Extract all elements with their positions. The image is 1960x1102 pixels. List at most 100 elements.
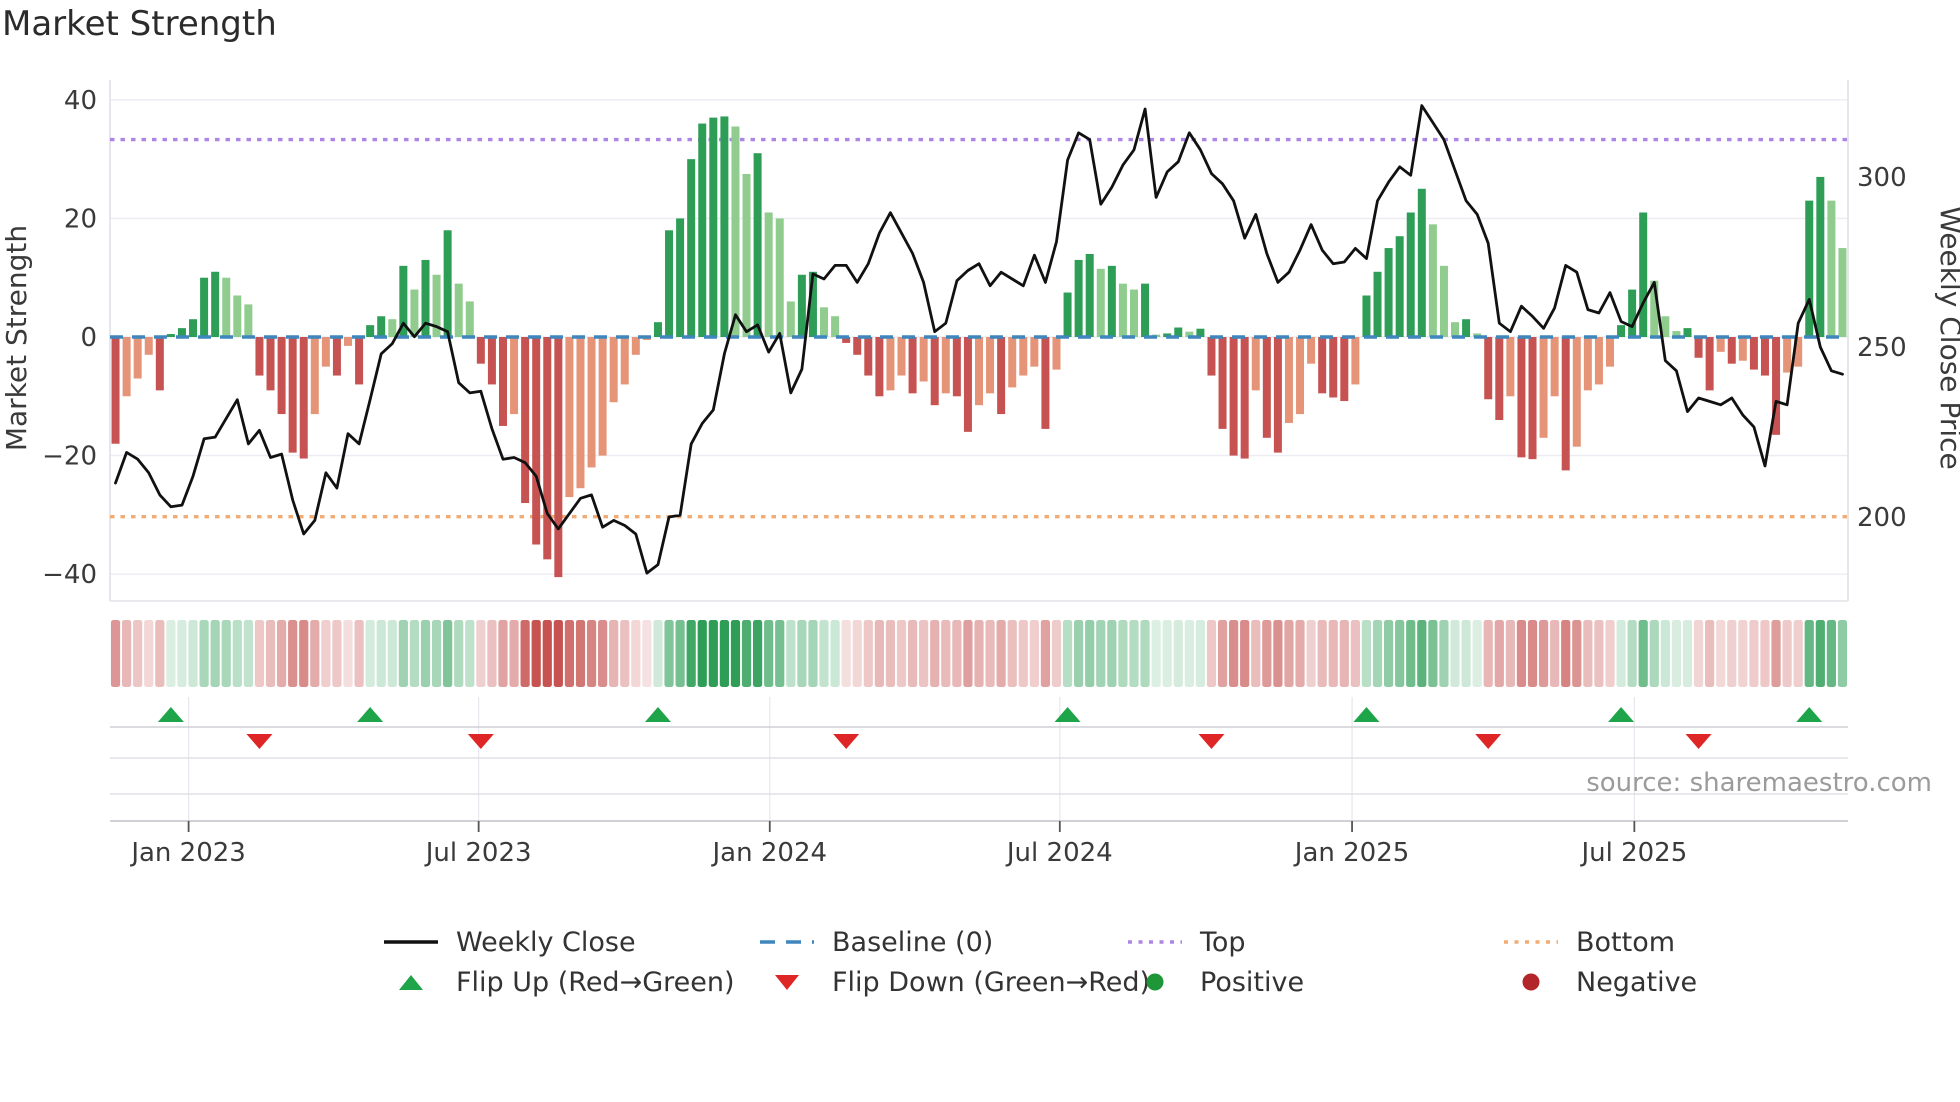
strength-bar <box>1439 265 1448 337</box>
heatmap-cell <box>631 620 641 687</box>
heatmap-cell <box>177 620 187 687</box>
strength-bar <box>1816 176 1825 337</box>
heatmap-cell <box>1461 620 1471 687</box>
heatmap-cell <box>542 620 552 687</box>
strength-bar <box>355 337 364 385</box>
heatmap-cell <box>686 620 696 687</box>
flip-up-marker <box>1054 707 1081 722</box>
strength-bar <box>1749 337 1758 370</box>
strength-bar <box>122 337 131 397</box>
heatmap-cell <box>1649 620 1659 687</box>
heatmap-cell <box>343 620 353 687</box>
strength-bar <box>875 337 884 397</box>
flip-down-triangle-icon <box>760 973 814 991</box>
heatmap-cell <box>1206 620 1217 687</box>
flip-down-marker <box>246 734 273 749</box>
strength-bar <box>476 337 485 364</box>
strength-bar <box>255 337 264 376</box>
strength-bar <box>1550 337 1559 397</box>
heatmap-cell <box>531 620 541 687</box>
strength-bar <box>609 337 618 403</box>
strength-bar <box>820 307 829 337</box>
heatmap-cell <box>1372 620 1383 687</box>
heatmap-cell <box>1350 620 1360 687</box>
heatmap-cell <box>420 620 431 687</box>
strength-bar <box>1794 337 1803 367</box>
strength-bar <box>487 337 496 385</box>
heatmap-cell <box>1439 620 1449 687</box>
heatmap-cell <box>376 620 386 687</box>
strength-bar <box>410 289 419 337</box>
heatmap-cell <box>122 620 132 687</box>
heatmap-cell <box>1594 620 1604 687</box>
strength-bar <box>1661 316 1670 337</box>
strength-bar <box>200 277 209 337</box>
strength-bar <box>1805 200 1814 337</box>
heatmap-cell <box>609 620 619 687</box>
heatmap-cell <box>775 620 785 687</box>
price-line <box>114 104 1844 575</box>
flip-up-marker <box>644 707 671 722</box>
svg-text:0: 0 <box>80 323 97 353</box>
heatmap-cell <box>1638 620 1648 687</box>
heatmap-cell <box>1837 620 1848 687</box>
heatmap-cell <box>1395 620 1405 687</box>
main-panel-spines <box>109 80 1849 602</box>
heatmap-cell <box>1062 620 1073 687</box>
top-dotted-icon <box>1128 937 1182 947</box>
strength-bar <box>421 259 430 337</box>
x-axis: Jan 2023 Jul 2023 Jan 2024 Jul 2024 Jan 2025… <box>129 821 1687 868</box>
strength-bar <box>299 337 308 459</box>
strength-bar <box>919 337 928 382</box>
heatmap-cell <box>1229 620 1239 687</box>
heatmap-cell <box>1273 620 1283 687</box>
flip-down-markers <box>246 734 1712 749</box>
strength-bar <box>310 337 319 415</box>
strength-bar <box>653 322 662 337</box>
strength-bar <box>720 116 729 338</box>
legend-item-top: Top <box>1128 925 1246 959</box>
strength-bar <box>908 337 917 394</box>
strength-bar <box>1118 283 1127 337</box>
strength-bar <box>399 265 408 337</box>
strength-bar <box>1738 337 1747 361</box>
strength-bar <box>886 337 895 391</box>
strength-bar <box>1008 337 1017 388</box>
heatmap-cell <box>1295 620 1305 687</box>
heatmap-cell <box>963 620 973 687</box>
heatmap-cell <box>1450 620 1460 687</box>
strength-bar <box>1783 337 1792 373</box>
legend-item-baseline: Baseline (0) <box>760 925 993 959</box>
heatmap-cell <box>1494 620 1504 687</box>
heatmap-cell <box>332 620 342 687</box>
heatmap-cell <box>265 620 276 687</box>
heatmap-cell <box>1538 620 1549 687</box>
strength-bar <box>155 337 164 391</box>
heatmap-cell <box>996 620 1006 687</box>
strength-bar <box>543 337 552 560</box>
strength-bar <box>1395 236 1404 337</box>
negative-dot-icon <box>1504 972 1558 992</box>
strength-bar <box>1827 200 1836 337</box>
heatmap-cell <box>819 620 829 687</box>
strength-bar <box>952 337 961 397</box>
heatmap-cell <box>354 620 364 687</box>
heatmap-cell <box>365 620 375 687</box>
heatmap-cell <box>288 620 298 687</box>
heatmap-cell <box>1339 620 1349 687</box>
strength-bar <box>166 334 175 337</box>
market-strength-chart: Market Strength Weekly Close Price Jan 2… <box>0 80 1960 868</box>
heatmap-cell <box>664 620 674 687</box>
heatmap-cell <box>697 620 707 687</box>
heatmap-cell <box>387 620 397 687</box>
heatmap-cell <box>741 620 752 687</box>
svg-text:40: 40 <box>64 86 97 116</box>
heatmap-cell <box>199 620 209 687</box>
strength-bar <box>332 337 341 376</box>
heatmap-cell <box>974 620 984 687</box>
strength-bar <box>532 337 541 545</box>
weekly-close-line <box>114 104 1844 575</box>
heatmap-cell <box>1140 620 1150 687</box>
strength-bar <box>598 337 607 456</box>
strength-bar <box>288 337 297 453</box>
